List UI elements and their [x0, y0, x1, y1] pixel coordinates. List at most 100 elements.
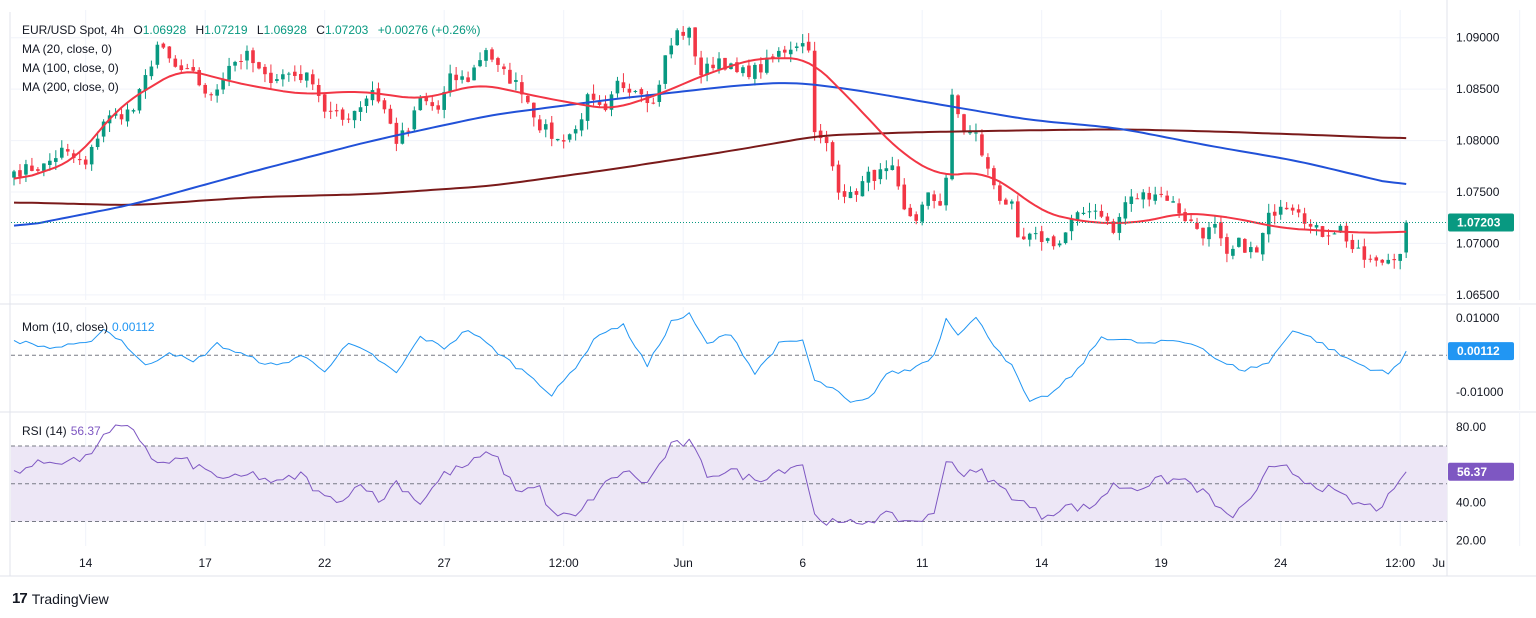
candle-body[interactable] [1272, 211, 1277, 216]
candle-body[interactable] [866, 171, 871, 183]
candle-body[interactable] [245, 50, 249, 61]
candle-body[interactable] [1374, 257, 1379, 261]
candle-body[interactable] [1117, 216, 1122, 233]
candle-body[interactable] [842, 191, 847, 197]
candle-body[interactable] [633, 90, 638, 92]
candle-body[interactable] [639, 89, 644, 95]
candle-body[interactable] [310, 74, 315, 85]
candle-body[interactable] [370, 90, 375, 101]
candle-body[interactable] [675, 30, 680, 46]
candle-body[interactable] [125, 109, 130, 122]
candle-body[interactable] [185, 68, 190, 70]
candle-body[interactable] [1356, 247, 1361, 249]
candle-body[interactable] [1231, 248, 1235, 256]
candle-body[interactable] [137, 89, 142, 111]
candle-body[interactable] [514, 80, 518, 82]
candle-body[interactable] [1057, 243, 1062, 246]
candle-body[interactable] [424, 96, 429, 102]
candle-body[interactable] [771, 56, 775, 58]
candle-body[interactable] [1195, 222, 1199, 229]
candle-body[interactable] [782, 49, 787, 53]
candle-body[interactable] [824, 136, 829, 144]
candle-body[interactable] [24, 164, 28, 175]
candle-body[interactable] [1380, 259, 1385, 263]
candle-body[interactable] [161, 43, 166, 48]
candle-body[interactable] [1278, 206, 1283, 215]
candle-body[interactable] [316, 84, 321, 96]
candle-body[interactable] [974, 132, 978, 134]
candle-body[interactable] [48, 160, 52, 166]
candle-body[interactable] [346, 118, 351, 120]
candle-body[interactable] [472, 67, 476, 81]
candle-body[interactable] [1314, 225, 1319, 228]
candle-body[interactable] [203, 84, 207, 94]
candle-body[interactable] [508, 69, 512, 84]
candle-body[interactable] [788, 49, 793, 55]
candle-body[interactable] [1087, 211, 1092, 213]
candle-body[interactable] [1153, 194, 1158, 201]
candle-body[interactable] [448, 73, 452, 93]
candle-body[interactable] [615, 80, 620, 94]
candle-body[interactable] [1051, 236, 1056, 247]
candle-body[interactable] [1392, 259, 1397, 261]
candle-body[interactable] [364, 98, 369, 107]
candle-body[interactable] [878, 169, 883, 180]
candle-body[interactable] [884, 168, 889, 172]
candle-body[interactable] [681, 31, 685, 36]
candle-body[interactable] [806, 41, 811, 51]
candle-body[interactable] [699, 57, 703, 76]
candle-body[interactable] [543, 124, 548, 130]
candle-body[interactable] [65, 149, 70, 152]
candle-body[interactable] [1033, 233, 1038, 235]
candle-body[interactable] [1189, 219, 1193, 221]
candle-body[interactable] [269, 72, 273, 84]
candle-body[interactable] [1015, 201, 1020, 238]
candle-body[interactable] [1105, 216, 1110, 221]
candle-body[interactable] [980, 134, 984, 156]
mom-legend[interactable]: Mom (10, close) 0.00112 [22, 319, 155, 335]
candle-body[interactable] [860, 181, 865, 197]
candle-body[interactable] [42, 163, 46, 171]
candle-body[interactable] [1344, 225, 1349, 242]
candle-body[interactable] [759, 64, 763, 73]
candle-body[interactable] [1183, 212, 1187, 221]
candle-body[interactable] [1045, 238, 1050, 241]
candle-body[interactable] [1171, 201, 1175, 203]
candle-body[interactable] [621, 82, 626, 89]
candle-body[interactable] [968, 131, 972, 134]
candle-body[interactable] [950, 94, 954, 180]
candle-body[interactable] [227, 65, 231, 80]
candle-body[interactable] [215, 89, 219, 96]
candle-body[interactable] [1266, 212, 1271, 235]
candle-body[interactable] [119, 114, 124, 120]
candle-body[interactable] [765, 57, 769, 73]
candle-body[interactable] [328, 110, 333, 112]
candle-body[interactable] [83, 159, 88, 165]
candle-body[interactable] [723, 57, 727, 70]
candle-body[interactable] [669, 45, 674, 55]
candle-body[interactable] [1284, 207, 1289, 210]
candle-body[interactable] [1093, 210, 1098, 212]
candle-body[interactable] [890, 165, 895, 170]
candle-body[interactable] [1260, 232, 1265, 255]
candle-body[interactable] [496, 58, 500, 65]
candle-body[interactable] [908, 207, 913, 217]
candle-body[interactable] [167, 46, 172, 59]
candle-body[interactable] [561, 140, 566, 142]
candle-body[interactable] [191, 67, 196, 71]
candle-body[interactable] [298, 74, 303, 81]
candle-body[interactable] [1386, 259, 1391, 264]
candle-body[interactable] [1332, 233, 1337, 235]
candle-body[interactable] [854, 191, 859, 195]
candle-body[interactable] [651, 102, 656, 104]
candle-body[interactable] [1398, 253, 1402, 261]
candle-body[interactable] [1004, 199, 1008, 205]
candle-body[interactable] [484, 50, 488, 61]
candle-body[interactable] [490, 49, 494, 60]
candle-body[interactable] [567, 134, 572, 140]
candle-body[interactable] [1159, 193, 1163, 195]
candle-body[interactable] [1081, 212, 1086, 215]
candle-body[interactable] [555, 138, 560, 141]
candle-body[interactable] [800, 43, 805, 47]
candle-body[interactable] [956, 95, 960, 115]
